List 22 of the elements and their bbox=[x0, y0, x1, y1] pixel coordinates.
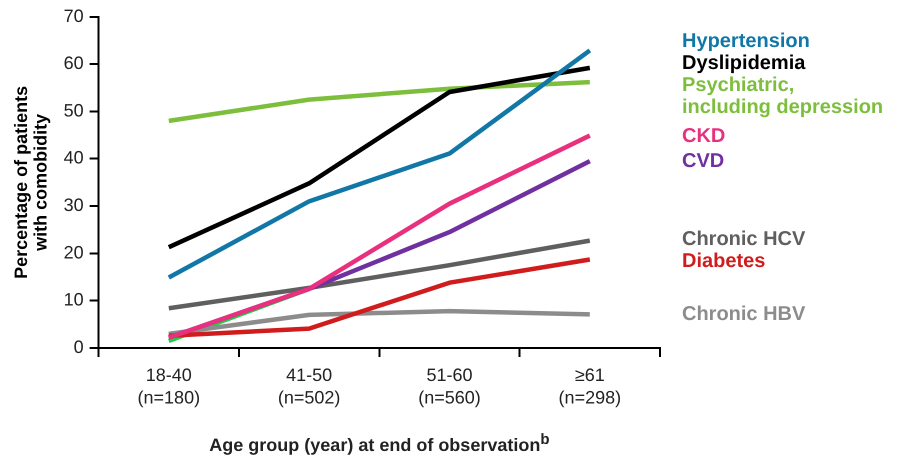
x-axis-title: Age group (year) at end of observation$^{b}$ bbox=[209, 431, 550, 456]
y-tick-label: 10 bbox=[64, 290, 84, 310]
y-axis-title: Percentage of patients with comobidity bbox=[10, 86, 51, 279]
y-tick-label: 70 bbox=[64, 6, 84, 26]
y-tick-label: 40 bbox=[64, 148, 84, 168]
y-tick-label: 20 bbox=[64, 242, 84, 262]
y-tick-label: 60 bbox=[64, 53, 84, 74]
y-tick-label: 0 bbox=[74, 336, 84, 357]
text: Hypertension bbox=[682, 30, 810, 52]
y-tick-label: 50 bbox=[64, 100, 84, 120]
x-tick-label: 18-40 (n=180) bbox=[138, 365, 200, 408]
x-tick-label: 41-50 (n=502) bbox=[278, 365, 340, 408]
text: Diabetes bbox=[682, 250, 766, 272]
text: Chronic HBV bbox=[682, 303, 806, 326]
x-tick-label: 51-60 (n=560) bbox=[418, 365, 481, 408]
text: CKD bbox=[682, 124, 726, 147]
y-tick-label: 30 bbox=[64, 195, 84, 216]
x-tick-label: ≥61 (n=298) bbox=[558, 365, 622, 408]
text: Dyslipidemia bbox=[682, 52, 806, 74]
text: CVD bbox=[682, 150, 724, 172]
text: Chronic HCV bbox=[682, 228, 806, 250]
text: Psychiatric, including depression bbox=[682, 74, 884, 118]
